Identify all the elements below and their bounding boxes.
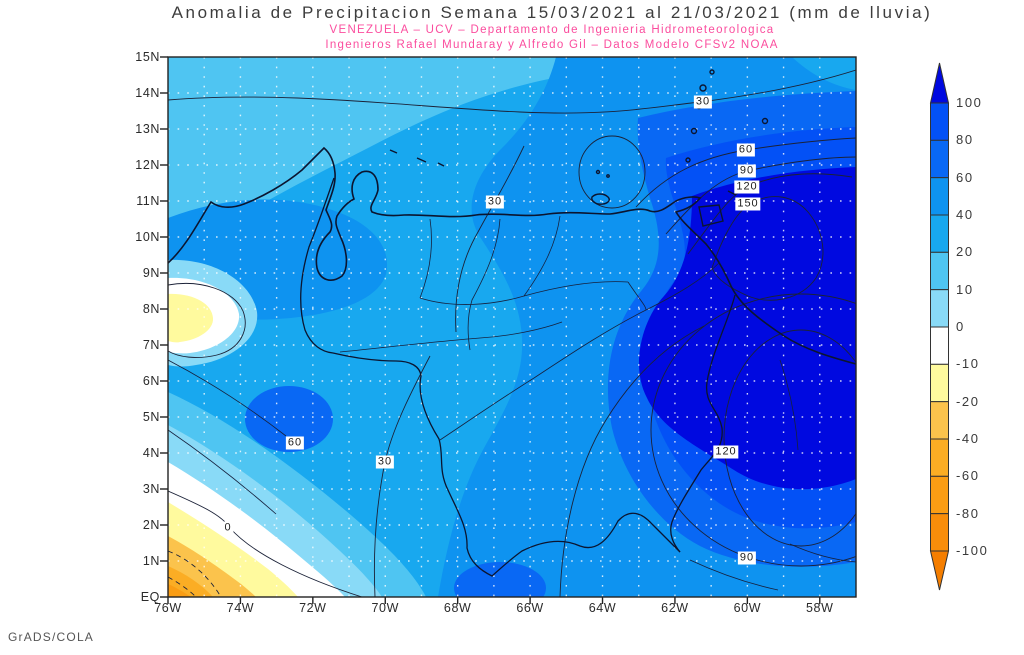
lat-label: 13N	[135, 122, 160, 136]
subtitle-authors: Ingenieros Rafael Mundaray y Alfredo Gil…	[325, 39, 779, 51]
anomaly-fill-bands	[168, 57, 856, 597]
grads-credit: GrADS/COLA	[8, 630, 95, 644]
colorbar	[929, 62, 950, 591]
contour-label: 120	[713, 445, 739, 459]
lat-label: 10N	[135, 230, 160, 244]
lon-label: 68W	[443, 601, 472, 615]
lat-label: 14N	[135, 86, 160, 100]
lat-label: 12N	[135, 158, 160, 172]
contour-label: 90	[737, 551, 757, 565]
subtitle-institution: VENEZUELA – UCV – Departamento de Ingeni…	[329, 24, 775, 36]
lon-label: 58W	[806, 601, 834, 615]
lat-label: 5N	[142, 410, 160, 424]
lat-label: 15N	[135, 50, 160, 64]
lat-label: 7N	[142, 338, 160, 352]
contour-label: 90	[737, 164, 757, 178]
lon-label: 60W	[733, 601, 762, 615]
lat-label: 1N	[142, 554, 160, 568]
lat-label: 11N	[136, 194, 160, 208]
lat-label: 4N	[142, 446, 160, 460]
lon-label: 64W	[588, 601, 617, 615]
dotted-graticule	[168, 57, 856, 597]
lon-label: 62W	[661, 601, 689, 615]
colorbar-tick-label: -100	[956, 543, 989, 558]
colorbar-tick-label: 40	[956, 207, 974, 222]
colorbar-tick-label: 20	[956, 244, 974, 260]
lat-label: EQ	[140, 590, 160, 604]
coastline	[168, 146, 856, 365]
colorbar-tick-label: 0	[956, 319, 965, 334]
contour-label: 30	[693, 95, 713, 109]
colorbar-tick-label: -40	[956, 431, 980, 446]
contour-label: 30	[485, 195, 505, 209]
lat-label: 2N	[142, 518, 160, 532]
lat-label: 6N	[142, 374, 160, 388]
colorbar-tick-label: 10	[956, 281, 974, 297]
map-frame	[167, 56, 857, 598]
contour-label: 120	[734, 180, 760, 194]
internal-boundaries-and-rivers	[168, 215, 856, 591]
colorbar-tick-label: 80	[956, 132, 974, 148]
contour-label: 30	[375, 455, 395, 469]
contour-label: 60	[736, 143, 756, 157]
contour-label: 150	[735, 197, 761, 211]
lat-label: 9N	[142, 266, 160, 280]
lon-label: 74W	[226, 601, 255, 615]
lat-label: 3N	[142, 482, 160, 496]
lon-label: 76W	[154, 601, 182, 615]
colorbar-tick-label: -20	[956, 393, 980, 409]
lon-label: 72W	[299, 601, 327, 615]
axis-ticks	[160, 56, 821, 604]
colorbar-tick-label: -10	[956, 356, 980, 372]
colorbar-tick-label: 100	[956, 95, 983, 110]
colorbar-tick-label: -60	[956, 468, 980, 484]
colorbar-tick-label: -80	[956, 505, 980, 521]
colorbar-tick-label: 60	[956, 169, 974, 185]
lat-label: 8N	[142, 302, 160, 316]
contour-label: 0	[222, 521, 234, 535]
lon-label: 66W	[516, 601, 544, 615]
lon-label: 70W	[371, 601, 399, 615]
page-title: Anomalia de Precipitacion Semana 15/03/2…	[171, 3, 933, 22]
contour-label: 60	[285, 436, 305, 450]
coastlines-and-borders	[168, 69, 856, 591]
colombia-venezuela-border	[299, 177, 681, 577]
